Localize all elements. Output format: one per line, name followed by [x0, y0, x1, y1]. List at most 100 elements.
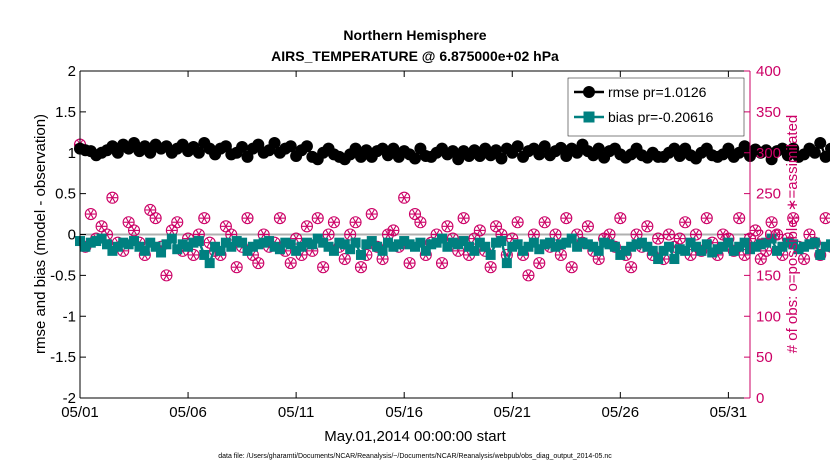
ticks-layer: 05/01 05/06 05/11 05/16 05/21 05/26 05/31 -2 -1.…: [50, 63, 781, 421]
obs-possible-point: [733, 212, 746, 225]
obs-assimilated-point: [145, 205, 156, 215]
bias-point: [593, 245, 604, 256]
obs-possible-point: [349, 216, 362, 229]
bias-point: [220, 237, 231, 248]
bias-point: [177, 239, 188, 250]
bias-point: [372, 241, 383, 252]
obs-assimilated-point: [377, 254, 388, 264]
bias-point: [247, 241, 258, 252]
y-right-tick-label: 100: [756, 308, 781, 325]
bias-point: [307, 239, 318, 250]
obs-assimilated-point: [690, 229, 701, 240]
rmse-point: [495, 152, 508, 165]
bias-point: [653, 254, 664, 265]
bias-point: [582, 239, 593, 250]
bias-point: [118, 237, 129, 248]
obs-possible-point: [284, 257, 297, 270]
obs-possible-point: [300, 220, 313, 233]
bias-point: [264, 236, 275, 247]
obs-assimilated-point: [820, 213, 830, 223]
obs-assimilated-point: [166, 225, 177, 236]
obs-possible-point: [511, 216, 524, 229]
bias-point: [658, 245, 669, 256]
bias-point: [491, 237, 502, 248]
rmse-point: [819, 150, 830, 163]
y-right-tick-label: 150: [756, 267, 781, 284]
bias-point: [80, 241, 91, 252]
bias-point: [647, 245, 658, 256]
obs-assimilated-point: [312, 213, 323, 223]
obs-assimilated-point: [253, 258, 264, 268]
obs-assimilated-point: [328, 217, 339, 227]
rmse-point: [192, 146, 205, 159]
obs-assimilated-point: [680, 217, 691, 227]
obs-possible-point: [435, 257, 449, 270]
x-tick-label: 05/31: [710, 404, 748, 421]
obs-assimilated-point: [366, 209, 377, 219]
bias-point: [426, 239, 437, 250]
bias-point: [815, 249, 826, 260]
obs-possible-point: [662, 228, 676, 241]
bias-point: [361, 239, 372, 250]
obs-possible-point: [160, 269, 173, 282]
bias-point: [539, 239, 550, 250]
bias-point: [561, 237, 572, 248]
rmse-point: [814, 136, 827, 149]
rmse-point: [300, 140, 313, 153]
obs-assimilated-point: [129, 225, 140, 236]
bias-point: [512, 239, 523, 250]
bias-point: [107, 245, 118, 256]
bias-point: [112, 241, 123, 252]
obs-possible-point: [273, 212, 286, 225]
bias-point: [166, 233, 177, 244]
obs-possible-point: [565, 261, 578, 274]
bias-point: [199, 249, 210, 260]
obs-possible-point: [354, 261, 368, 274]
obs-possible-point: [344, 228, 357, 241]
obs-assimilated-point: [85, 209, 96, 219]
obs-assimilated-point: [188, 250, 199, 260]
y-left-tick-label: -2: [63, 390, 76, 407]
obs-possible-point: [225, 228, 238, 241]
obs-possible-point: [614, 212, 627, 225]
bias-point: [382, 237, 393, 248]
obs-possible-point: [549, 228, 562, 241]
obs-possible-point: [230, 261, 243, 274]
x-tick-label: 05/01: [61, 404, 99, 421]
obs-possible-point: [522, 269, 535, 282]
obs-assimilated-point: [539, 217, 550, 227]
bias-point: [626, 241, 637, 252]
rmse-point: [592, 142, 605, 155]
legend-box: [567, 77, 745, 137]
bias-point: [323, 241, 334, 252]
bias-point: [804, 239, 815, 250]
obs-assimilated-point: [512, 217, 523, 227]
obs-possible-point: [673, 232, 686, 245]
bias-point: [85, 237, 96, 248]
obs-assimilated-point: [399, 193, 410, 203]
obs-possible-point: [198, 212, 211, 225]
legend-bias-marker: [583, 111, 595, 123]
legend: rmse pr=1.0126 bias pr=-0.20616: [567, 77, 745, 137]
obs-possible-point: [625, 261, 638, 274]
obs-assimilated-point: [123, 217, 134, 227]
bias-point: [766, 233, 777, 244]
bias-point: [690, 241, 701, 252]
bias-point: [528, 237, 539, 248]
bias-point: [680, 245, 691, 256]
obs-possible-point: [327, 216, 341, 229]
rmse-point: [268, 136, 281, 149]
bias-point: [534, 244, 545, 255]
obs-assimilated-point: [566, 262, 577, 272]
data-file-note: data file: /Users/gharamti/Documents/NCA…: [218, 453, 612, 460]
y-axis-left-label: rmse and bias (model - observation): [32, 114, 49, 354]
bias-point: [566, 233, 577, 244]
obs-assimilated-point: [788, 213, 799, 223]
bias-point: [555, 239, 566, 250]
obs-assimilated-point: [550, 229, 561, 240]
bias-point: [577, 237, 588, 248]
obs-assimilated-point: [561, 213, 572, 223]
bias-point: [523, 241, 534, 252]
bias-point: [469, 245, 480, 256]
obs-assimilated-point: [604, 229, 615, 240]
